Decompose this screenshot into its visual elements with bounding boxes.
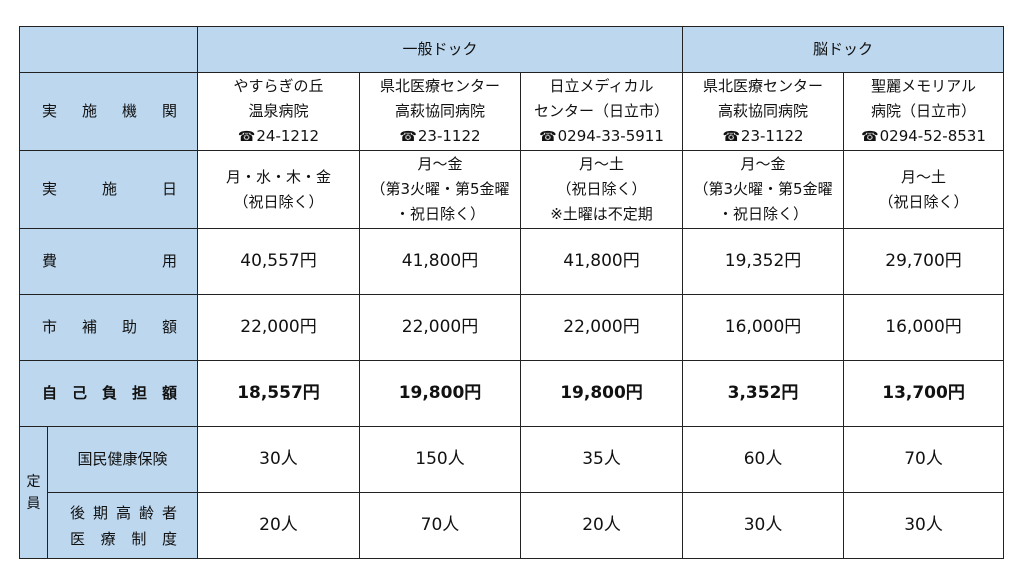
institution-cell-3: 県北医療センター 高萩協同病院 ☎23-1122 — [682, 72, 845, 151]
kouki-cell: 20人 — [197, 492, 360, 559]
capacity-label: 定員 — [26, 473, 41, 512]
dates-line: 月～金 — [417, 155, 463, 173]
row-label-kokumin: 国民健康保険 — [47, 426, 198, 493]
cost-label-b: 用 — [161, 252, 177, 270]
institution-name-line: 病院（日立市） — [871, 101, 977, 120]
kouki-cell: 70人 — [359, 492, 521, 559]
telephone-icon: ☎ — [399, 128, 417, 145]
dates-line: （祝日除く） — [878, 192, 969, 211]
institution-tel: ☎0294-33-5911 — [522, 124, 682, 150]
institution-name-line: やすらぎの丘 — [233, 76, 324, 95]
institution-cell-1: 県北医療センター 高萩協同病院 ☎23-1122 — [359, 72, 521, 151]
cost-cell: 40,557円 — [197, 228, 360, 295]
tel-number: 0294-33-5911 — [557, 126, 664, 145]
cost-cell: 41,800円 — [359, 228, 521, 295]
dates-line: （祝日除く） — [556, 180, 647, 198]
row-label-dates: 実施日 — [19, 150, 198, 229]
self-pay-cell: 18,557円 — [197, 360, 360, 427]
kokumin-cell: 35人 — [519, 426, 684, 493]
row-label-capacity: 定員 — [19, 426, 48, 559]
kokumin-cell: 150人 — [359, 426, 521, 493]
self-pay-cell: 3,352円 — [682, 360, 845, 427]
dates-cell-1: 月～金 （第3火曜・第5金曜 ・祝日除く） — [359, 150, 521, 229]
dates-line: （第3火曜・第5金曜 — [693, 180, 833, 198]
kouki-label-line: 医療制度 — [70, 529, 177, 548]
institution-name-line: 高萩協同病院 — [718, 101, 809, 120]
self-pay-cell: 13,700円 — [843, 360, 1005, 427]
subsidy-cell: 16,000円 — [843, 294, 1005, 361]
telephone-icon: ☎ — [861, 128, 879, 145]
row-label-kouki: 後期高齢者 医療制度 — [47, 492, 198, 559]
telephone-icon: ☎ — [539, 128, 557, 145]
institution-tel: ☎24-1212 — [199, 124, 359, 150]
dates-line: ・祝日除く） — [394, 205, 485, 223]
tel-number: 0294-52-8531 — [879, 126, 986, 145]
tel-number: 23-1122 — [740, 126, 804, 145]
tel-number: 24-1212 — [256, 126, 320, 145]
institution-name-line: センター（日立市） — [534, 101, 670, 120]
institution-tel: ☎0294-52-8531 — [845, 124, 1003, 150]
institution-tel: ☎23-1122 — [361, 124, 520, 150]
dock-comparison-table: 一般ドック 脳ドック 実施機関 やすらぎの丘 温泉病院 ☎24-1212 県北医… — [19, 26, 1005, 559]
dates-cell-0: 月・水・木・金 （祝日除く） — [197, 150, 360, 229]
subsidy-cell: 22,000円 — [197, 294, 360, 361]
cost-label-a: 費 — [42, 252, 58, 270]
corner-cell — [19, 26, 198, 73]
kouki-cell: 30人 — [843, 492, 1005, 559]
dates-line: （祝日除く） — [233, 192, 324, 211]
dates-line: 月・水・木・金 — [225, 167, 331, 186]
dates-cell-2: 月～土 （祝日除く） ※土曜は不定期 — [519, 150, 684, 229]
cost-cell: 41,800円 — [519, 228, 684, 295]
row-label-cost: 費 用 — [19, 228, 198, 295]
subsidy-cell: 16,000円 — [682, 294, 845, 361]
institution-name-line: 県北医療センター — [703, 76, 824, 95]
row-label-self-pay: 自己負担額 — [19, 360, 198, 427]
cost-cell: 29,700円 — [843, 228, 1005, 295]
institution-name-line: 県北医療センター — [379, 76, 500, 95]
dates-cell-3: 月～金 （第3火曜・第5金曜 ・祝日除く） — [682, 150, 845, 229]
kokumin-cell: 70人 — [843, 426, 1005, 493]
cost-cell: 19,352円 — [682, 228, 845, 295]
self-pay-cell: 19,800円 — [519, 360, 684, 427]
institution-cell-0: やすらぎの丘 温泉病院 ☎24-1212 — [197, 72, 360, 151]
institution-name-line: 温泉病院 — [248, 101, 309, 120]
telephone-icon: ☎ — [722, 128, 740, 145]
self-pay-cell: 19,800円 — [359, 360, 521, 427]
institution-tel: ☎23-1122 — [684, 124, 843, 150]
dates-line: 月～金 — [740, 155, 786, 173]
dates-cell-4: 月～土 （祝日除く） — [843, 150, 1005, 229]
dates-line: 月～土 — [579, 155, 625, 173]
institution-name-line: 日立メディカル — [549, 76, 654, 95]
institution-name-line: 聖麗メモリアル — [871, 76, 976, 95]
kokumin-cell: 60人 — [682, 426, 845, 493]
row-label-subsidy: 市補助額 — [19, 294, 198, 361]
kouki-label-line: 後期高齢者 — [70, 503, 177, 522]
row-label-institution: 実施機関 — [19, 72, 198, 151]
header-brain-dock: 脳ドック — [682, 26, 1005, 73]
telephone-icon: ☎ — [237, 128, 256, 145]
kokumin-cell: 30人 — [197, 426, 360, 493]
kouki-cell: 30人 — [682, 492, 845, 559]
tel-number: 23-1122 — [417, 126, 481, 145]
dates-line: （第3火曜・第5金曜 — [370, 180, 510, 198]
kouki-cell: 20人 — [519, 492, 684, 559]
institution-cell-4: 聖麗メモリアル 病院（日立市） ☎0294-52-8531 — [843, 72, 1005, 151]
subsidy-cell: 22,000円 — [359, 294, 521, 361]
dates-line: ・祝日除く） — [718, 205, 809, 223]
institution-name-line: 高萩協同病院 — [394, 101, 485, 120]
dates-line: ※土曜は不定期 — [550, 205, 653, 223]
header-general-dock: 一般ドック — [196, 26, 684, 73]
dates-line: 月～土 — [901, 167, 947, 186]
institution-cell-2: 日立メディカル センター（日立市） ☎0294-33-5911 — [519, 72, 684, 151]
subsidy-cell: 22,000円 — [519, 294, 684, 361]
